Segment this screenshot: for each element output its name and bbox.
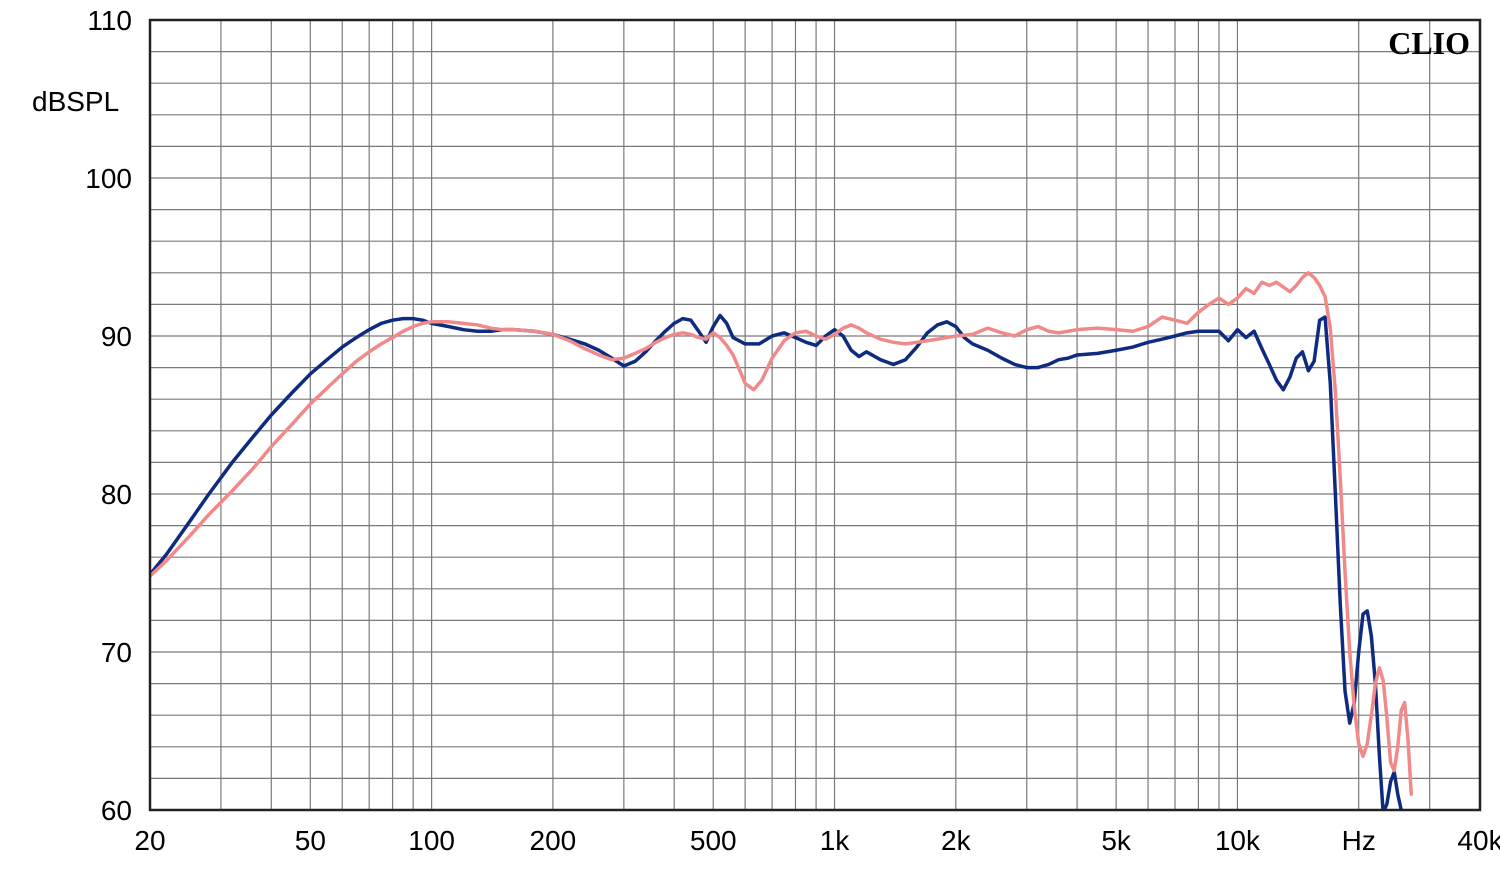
x-tick-label: 1k [820,825,851,856]
spl-frequency-chart: 60 70 80 90 100 110 dBSPL 20 50 100 200 500 1k 2k 5k 10… [0,0,1500,870]
y-tick-label: 100 [85,163,132,194]
x-axis-unit: Hz [1342,825,1376,856]
y-tick-label: 60 [101,795,132,826]
x-tick-label: 200 [530,825,577,856]
y-tick-label: 70 [101,637,132,668]
x-tick-label: 40k [1457,825,1500,856]
x-tick-label: 500 [690,825,737,856]
y-tick-label: 110 [87,5,132,36]
x-tick-label: 50 [295,825,326,856]
brand-label: CLIO [1388,25,1470,61]
x-tick-label: 2k [941,825,972,856]
chart-svg: 60 70 80 90 100 110 dBSPL 20 50 100 200 500 1k 2k 5k 10… [0,0,1500,870]
y-tick-label: 90 [101,321,132,352]
y-tick-label: 80 [101,479,132,510]
x-tick-label: 5k [1101,825,1132,856]
x-tick-label: 20 [134,825,165,856]
x-tick-label: 10k [1215,825,1261,856]
y-axis-unit: dBSPL [32,86,119,117]
x-tick-label: 100 [408,825,455,856]
